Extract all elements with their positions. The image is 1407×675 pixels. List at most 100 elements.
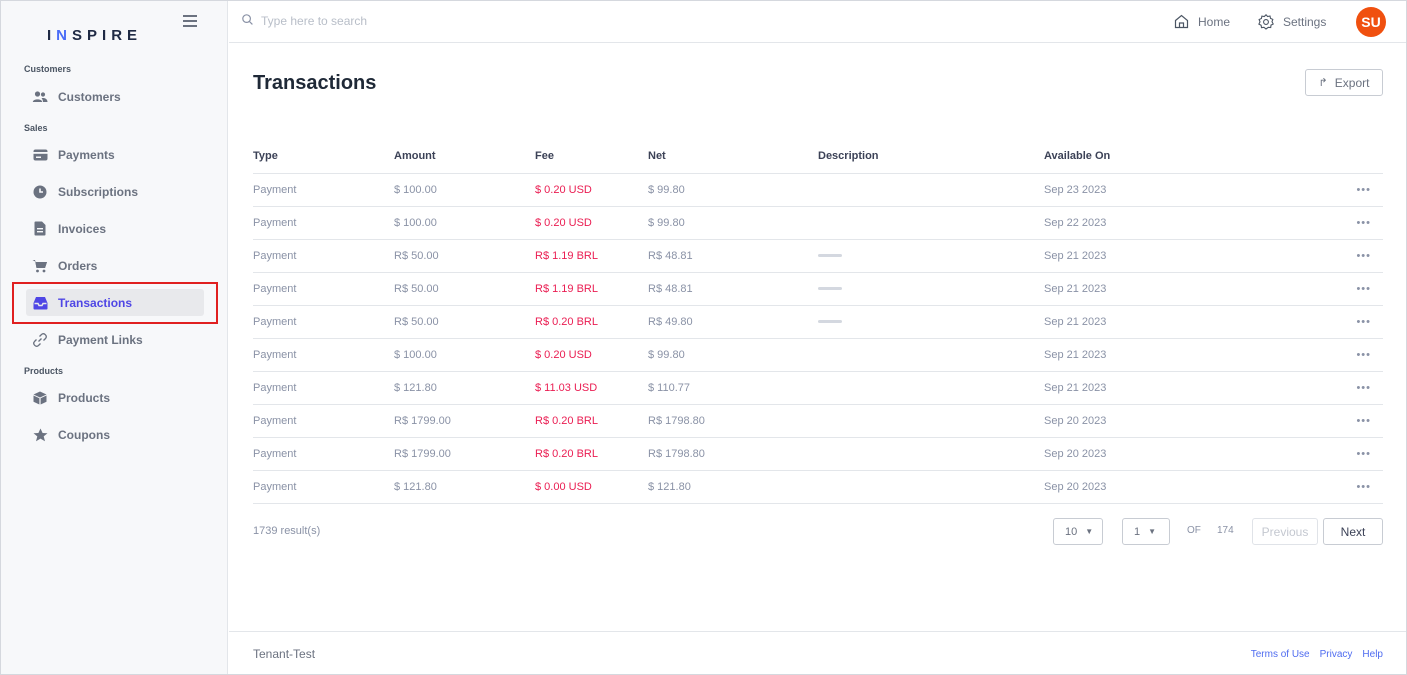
sidebar-item-payment-links[interactable]: Payment Links	[26, 326, 204, 353]
redacted-description	[818, 254, 842, 258]
sidebar: INSPIRE Customers Customers Sales Paymen…	[1, 1, 228, 674]
section-label-sales: Sales	[24, 123, 48, 133]
cell-available-on: Sep 21 2023	[1044, 305, 1344, 339]
sidebar-item-label: Orders	[58, 258, 98, 273]
cell-fee: $ 0.20 USD	[535, 338, 648, 372]
cell-available-on: Sep 20 2023	[1044, 470, 1344, 504]
sidebar-item-subscriptions[interactable]: Subscriptions	[26, 178, 204, 205]
table-row[interactable]: Payment R$ 1799.00 R$ 0.20 BRL R$ 1798.80 Se…	[253, 437, 1383, 471]
previous-page-button[interactable]: Previous	[1252, 518, 1318, 545]
cell-fee: $ 0.20 USD	[535, 173, 648, 207]
brand-logo[interactable]: INSPIRE	[47, 27, 143, 44]
star-icon	[32, 427, 48, 443]
sidebar-item-label: Customers	[58, 89, 121, 104]
row-more-options-icon[interactable]: •••	[1344, 404, 1383, 438]
table-row[interactable]: Payment $ 121.80 $ 0.00 USD $ 121.80 Sep 20 …	[253, 470, 1383, 504]
cell-net: R$ 1798.80	[648, 404, 818, 438]
terms-of-use-link[interactable]: Terms of Use	[1250, 649, 1310, 660]
help-link[interactable]: Help	[1362, 649, 1383, 660]
cell-net: $ 99.80	[648, 338, 818, 372]
table-row[interactable]: Payment $ 100.00 $ 0.20 USD $ 99.80 Sep 23 2…	[253, 173, 1383, 207]
home-label: Home	[1198, 14, 1231, 29]
cell-amount: $ 100.00	[394, 173, 535, 207]
cell-description	[818, 206, 1044, 240]
column-header-net[interactable]: Net	[648, 140, 818, 174]
redacted-description	[818, 287, 842, 291]
cell-type: Payment	[253, 404, 394, 438]
redacted-description	[818, 320, 842, 324]
tenant-name: Tenant-Test	[253, 647, 316, 661]
row-more-options-icon[interactable]: •••	[1344, 470, 1383, 504]
inbox-icon	[32, 295, 48, 311]
export-button[interactable]: ↱ Export	[1305, 69, 1383, 96]
avatar[interactable]: SU	[1356, 7, 1386, 37]
sidebar-item-transactions[interactable]: Transactions	[26, 289, 204, 316]
cell-type: Payment	[253, 272, 394, 306]
sidebar-item-label: Payment Links	[58, 332, 143, 347]
cell-amount: $ 100.00	[394, 338, 535, 372]
page-title: Transactions	[253, 72, 377, 94]
privacy-link[interactable]: Privacy	[1319, 649, 1353, 660]
home-link[interactable]: Home	[1174, 14, 1230, 29]
sidebar-item-label: Products	[58, 390, 111, 405]
cell-net: R$ 49.80	[648, 305, 818, 339]
sidebar-item-label: Invoices	[58, 221, 107, 236]
sidebar-item-invoices[interactable]: Invoices	[26, 215, 204, 242]
table-row[interactable]: Payment R$ 1799.00 R$ 0.20 BRL R$ 1798.80 Se…	[253, 404, 1383, 438]
row-more-options-icon[interactable]: •••	[1344, 338, 1383, 372]
cell-fee: R$ 0.20 BRL	[535, 404, 648, 438]
sidebar-item-customers[interactable]: Customers	[26, 83, 204, 110]
sidebar-item-orders[interactable]: Orders	[26, 252, 204, 279]
row-more-options-icon[interactable]: •••	[1344, 206, 1383, 240]
column-header-fee[interactable]: Fee	[535, 140, 648, 174]
settings-link[interactable]: Settings	[1258, 14, 1326, 30]
sidebar-item-label: Transactions	[58, 295, 133, 310]
row-more-options-icon[interactable]: •••	[1344, 305, 1383, 339]
footer-links: Terms of Use Privacy Help	[1251, 649, 1383, 660]
table-row[interactable]: Payment $ 100.00 $ 0.20 USD $ 99.80 Sep 21 2…	[253, 338, 1383, 372]
document-icon	[32, 221, 48, 237]
cell-available-on: Sep 21 2023	[1044, 239, 1344, 273]
sidebar-item-coupons[interactable]: Coupons	[26, 421, 204, 448]
page-size-value: 10	[1065, 525, 1078, 538]
cell-available-on: Sep 20 2023	[1044, 404, 1344, 438]
section-label-products: Products	[24, 366, 64, 376]
cell-type: Payment	[253, 173, 394, 207]
sidebar-item-products[interactable]: Products	[26, 384, 204, 411]
table-row[interactable]: Payment R$ 50.00 R$ 1.19 BRL R$ 48.81 Sep 21…	[253, 272, 1383, 306]
row-more-options-icon[interactable]: •••	[1344, 371, 1383, 405]
results-count: 1739 result(s)	[253, 525, 321, 537]
column-header-type[interactable]: Type	[253, 140, 394, 174]
column-header-available-on[interactable]: Available On	[1044, 140, 1344, 174]
cell-available-on: Sep 22 2023	[1044, 206, 1344, 240]
cell-fee: R$ 0.20 BRL	[535, 305, 648, 339]
page-size-select[interactable]: 10 ▼	[1053, 518, 1103, 545]
column-header-amount[interactable]: Amount	[394, 140, 535, 174]
page-number-select[interactable]: 1 ▼	[1122, 518, 1170, 545]
clock-icon	[32, 184, 48, 200]
search-input[interactable]	[261, 14, 561, 28]
cart-icon	[32, 258, 48, 274]
menu-toggle-icon[interactable]	[183, 15, 197, 27]
column-header-description[interactable]: Description	[818, 140, 1044, 174]
table-row[interactable]: Payment R$ 50.00 R$ 0.20 BRL R$ 49.80 Sep 21…	[253, 305, 1383, 339]
row-more-options-icon[interactable]: •••	[1344, 272, 1383, 306]
gear-icon	[1258, 14, 1274, 30]
transactions-table: Type Amount Fee Net Description Availabl…	[253, 140, 1383, 504]
row-more-options-icon[interactable]: •••	[1344, 239, 1383, 273]
cell-available-on: Sep 23 2023	[1044, 173, 1344, 207]
search-bar	[242, 14, 561, 28]
cell-description	[818, 371, 1044, 405]
table-row[interactable]: Payment $ 121.80 $ 11.03 USD $ 110.77 Sep 21…	[253, 371, 1383, 405]
cell-amount: R$ 50.00	[394, 239, 535, 273]
table-header-row: Type Amount Fee Net Description Availabl…	[253, 140, 1383, 174]
table-row[interactable]: Payment $ 100.00 $ 0.20 USD $ 99.80 Sep 22 2…	[253, 206, 1383, 240]
table-row[interactable]: Payment R$ 50.00 R$ 1.19 BRL R$ 48.81 Sep 21…	[253, 239, 1383, 273]
total-pages: 174	[1217, 525, 1234, 536]
cell-fee: R$ 0.20 BRL	[535, 437, 648, 471]
sidebar-item-label: Coupons	[58, 427, 110, 442]
row-more-options-icon[interactable]: •••	[1344, 437, 1383, 471]
next-page-button[interactable]: Next	[1323, 518, 1383, 545]
sidebar-item-payments[interactable]: Payments	[26, 141, 204, 168]
row-more-options-icon[interactable]: •••	[1344, 173, 1383, 207]
